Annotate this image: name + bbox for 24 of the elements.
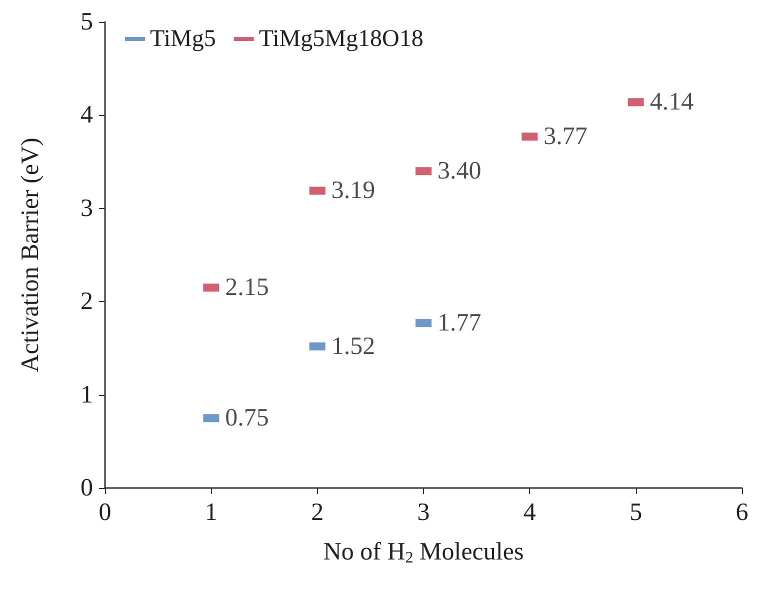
data-label: 2.15 [225,274,269,302]
y-tick-label: 0 [80,474,93,502]
data-label: 3.19 [331,177,376,204]
data-label: 3.40 [438,158,482,185]
x-tick-label: 1 [204,499,218,526]
data-label: 3.77 [544,123,588,150]
data-label: 1.52 [331,332,376,360]
x-tick-label: 5 [630,499,642,526]
data-label: 1.77 [438,310,482,337]
y-tick-label: 5 [80,8,93,36]
y-tick-label: 1 [80,381,93,408]
data-label: 4.14 [650,88,694,116]
y-tick-label: 4 [80,102,94,129]
x-tick-label: 4 [523,499,536,526]
y-tick-label: 3 [80,194,93,222]
y-axis-title: Activation Barrier (eV) [17,138,44,372]
data-label: 0.75 [225,404,269,432]
x-tick-label: 3 [417,499,430,526]
x-tick-label: 2 [311,499,324,526]
x-tick-label: 6 [736,499,748,526]
legend-label: TiMg5Mg18O18 [258,26,424,52]
y-tick-label: 2 [80,288,93,316]
legend-label: TiMg5 [150,26,216,52]
x-tick-label: 0 [98,499,112,526]
